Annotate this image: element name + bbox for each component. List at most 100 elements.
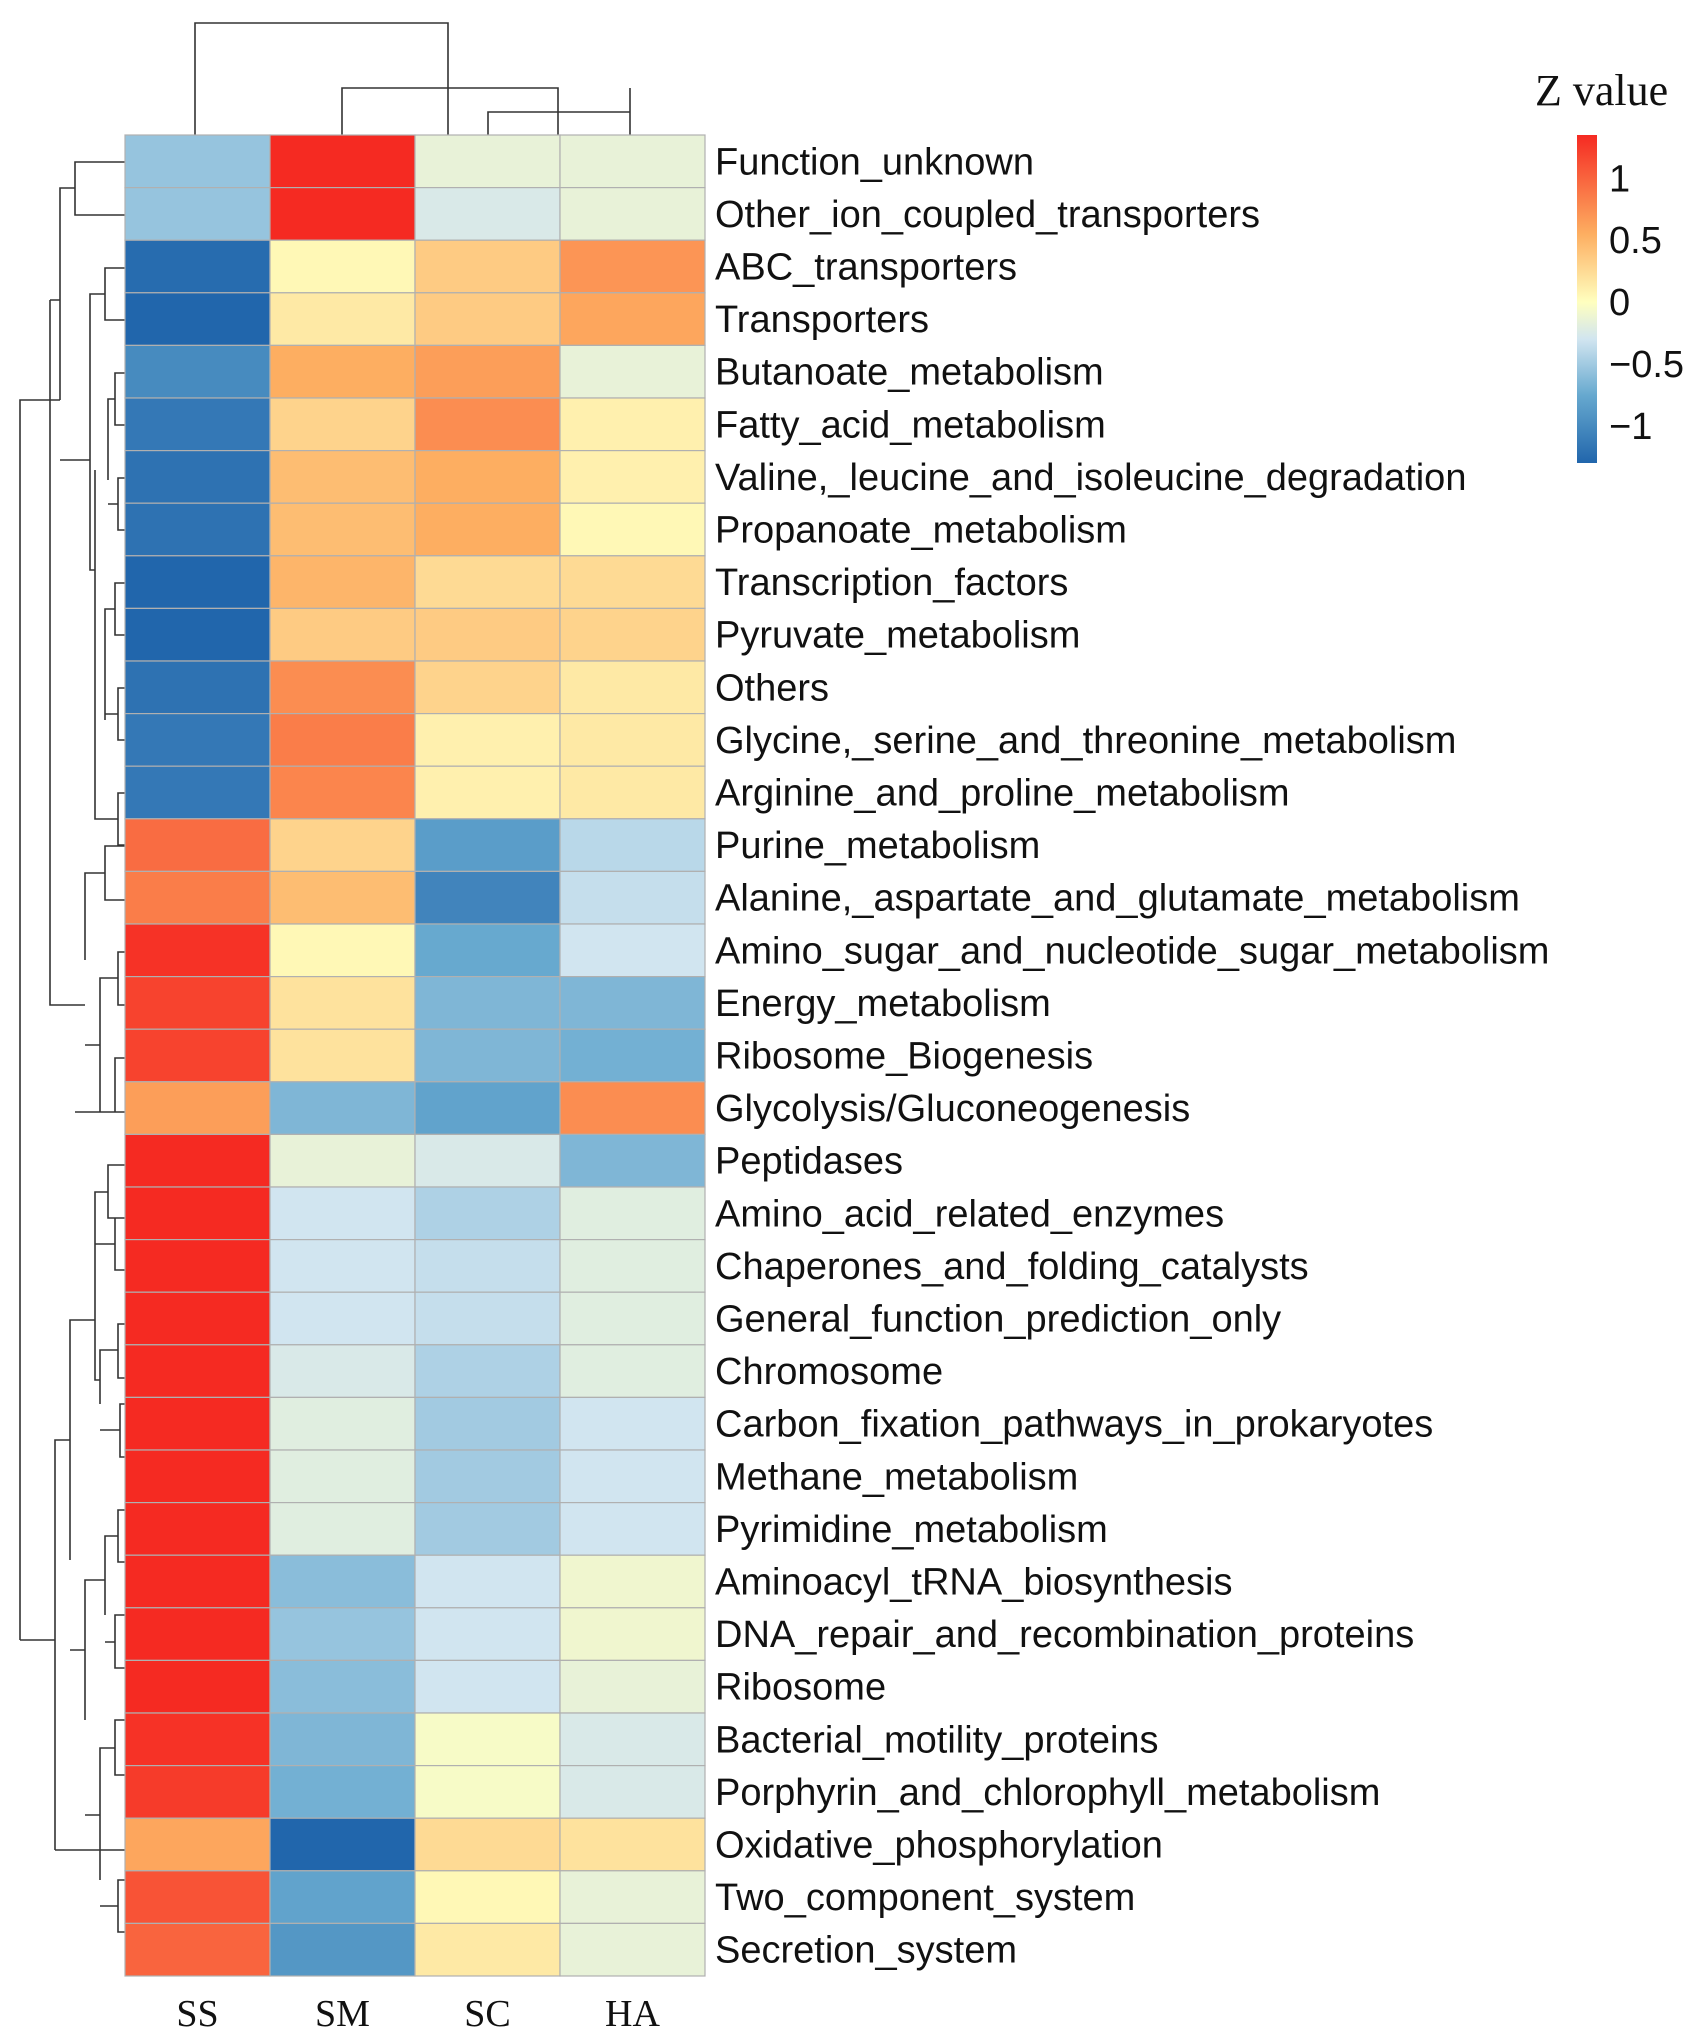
column-labels: SS SM SC HA: [176, 1993, 660, 2035]
heatmap-cell: [269, 1922, 416, 1977]
heatmap-cell: [559, 1712, 706, 1767]
row-label: Carbon_fixation_pathways_in_prokaryotes: [715, 1404, 1433, 1446]
heatmap-cell: [269, 1028, 416, 1083]
heatmap-cell: [269, 1659, 416, 1714]
heatmap-cell: [414, 1186, 561, 1241]
heatmap-cell: [414, 1712, 561, 1767]
heatmap-cell: [559, 765, 706, 820]
heatmap-cell: [269, 1817, 416, 1872]
legend-tick-label: −1: [1609, 406, 1652, 448]
heatmap-cell: [414, 502, 561, 557]
heatmap-cell: [269, 1764, 416, 1819]
row-label: Aminoacyl_tRNA_biosynthesis: [715, 1562, 1232, 1604]
row-label: Peptidases: [715, 1141, 903, 1183]
heatmap-cell: [269, 923, 416, 978]
row-label: Chromosome: [715, 1351, 943, 1393]
row-label: ABC_transporters: [715, 247, 1017, 289]
heatmap-cell: [559, 1501, 706, 1556]
heatmap-cell: [269, 239, 416, 294]
legend-title: Z value: [1535, 66, 1668, 115]
column-label: HA: [605, 1993, 660, 2035]
heatmap-cell: [124, 870, 271, 925]
heatmap-cell: [124, 1607, 271, 1662]
heatmap-cell: [269, 870, 416, 925]
row-label: Porphyrin_and_chlorophyll_metabolism: [715, 1772, 1380, 1814]
heatmap-cell: [414, 1238, 561, 1293]
column-label: SM: [315, 1993, 370, 2035]
heatmap-cell: [269, 292, 416, 346]
heatmap-cell: [559, 134, 706, 189]
heatmap-cell: [414, 1344, 561, 1399]
heatmap-cell: [414, 1922, 561, 1977]
heatmap-cell: [124, 818, 271, 872]
heatmap-cell: [269, 1081, 416, 1136]
heatmap-cell: [269, 1291, 416, 1346]
heatmap-cell: [124, 134, 271, 189]
heatmap-cell: [559, 1607, 706, 1662]
row-label: Valine,_leucine_and_isoleucine_degradati…: [715, 457, 1466, 499]
row-label: Butanoate_metabolism: [715, 352, 1104, 394]
legend-tick-label: 1: [1609, 158, 1630, 200]
heatmap-cell: [559, 1396, 706, 1451]
row-label: Two_component_system: [715, 1877, 1135, 1919]
heatmap-cell: [269, 344, 416, 399]
heatmap-cell: [414, 292, 561, 346]
heatmap-cell: [269, 1449, 416, 1504]
heatmap-cell: [269, 607, 416, 662]
heatmap-cell: [414, 1501, 561, 1556]
heatmap-cell: [414, 134, 561, 189]
heatmap-cell: [559, 502, 706, 557]
row-label: Chaperones_and_folding_catalysts: [715, 1246, 1309, 1288]
row-label: Amino_sugar_and_nucleotide_sugar_metabol…: [715, 930, 1549, 972]
heatmap-cell: [124, 344, 271, 399]
heatmap-cell: [559, 870, 706, 925]
heatmap-cell: [124, 1501, 271, 1556]
legend-tick-label: 0: [1609, 282, 1630, 324]
heatmap-cell: [124, 555, 271, 609]
heatmap-cell: [559, 1554, 706, 1609]
heatmap-cell: [414, 1659, 561, 1714]
heatmap-cell: [269, 712, 416, 767]
row-label: Arginine_and_proline_metabolism: [715, 773, 1290, 815]
heatmap-cell: [124, 1449, 271, 1504]
heatmap-cell: [269, 397, 416, 452]
heatmap-cell: [414, 1870, 561, 1925]
heatmap-cell: [414, 1449, 561, 1504]
heatmap-cell: [414, 1396, 561, 1451]
row-label: DNA_repair_and_recombination_proteins: [715, 1614, 1414, 1656]
heatmap-cell: [559, 292, 706, 346]
heatmap-cell: [414, 818, 561, 872]
heatmap-cell: [269, 1344, 416, 1399]
heatmap-cell: [559, 555, 706, 609]
row-label: Transcription_factors: [715, 562, 1068, 604]
row-label: Function_unknown: [715, 141, 1034, 183]
row-label: Oxidative_phosphorylation: [715, 1825, 1163, 1867]
row-label: Glycolysis/Gluconeogenesis: [715, 1088, 1190, 1130]
heatmap-cell: [559, 397, 706, 452]
heatmap-cell: [269, 1238, 416, 1293]
heatmap-cell: [124, 1291, 271, 1346]
heatmap-cell: [414, 1817, 561, 1872]
heatmap-cell: [269, 1554, 416, 1609]
heatmap-cell: [559, 1238, 706, 1293]
heatmap-cell: [414, 397, 561, 452]
heatmap-cell: [124, 1238, 271, 1293]
row-label: Pyruvate_metabolism: [715, 615, 1080, 657]
row-label: Secretion_system: [715, 1930, 1017, 1972]
heatmap-cell: [124, 1659, 271, 1714]
heatmap-cell: [559, 1081, 706, 1136]
row-label: Pyrimidine_metabolism: [715, 1509, 1108, 1551]
heatmap-cell: [414, 1081, 561, 1136]
heatmap-cell: [559, 1870, 706, 1925]
column-dendrogram: [194, 22, 631, 135]
heatmap-cell: [124, 1344, 271, 1399]
heatmap-cell: [414, 1028, 561, 1083]
heatmap-cell: [269, 1607, 416, 1662]
heatmap-cell: [559, 450, 706, 504]
heatmap-cell: [559, 1291, 706, 1346]
heatmap-cell: [269, 555, 416, 609]
column-label: SS: [176, 1993, 218, 2035]
heatmap-cell: [559, 818, 706, 872]
heatmap-cell: [124, 292, 271, 346]
heatmap-cell: [269, 1870, 416, 1925]
